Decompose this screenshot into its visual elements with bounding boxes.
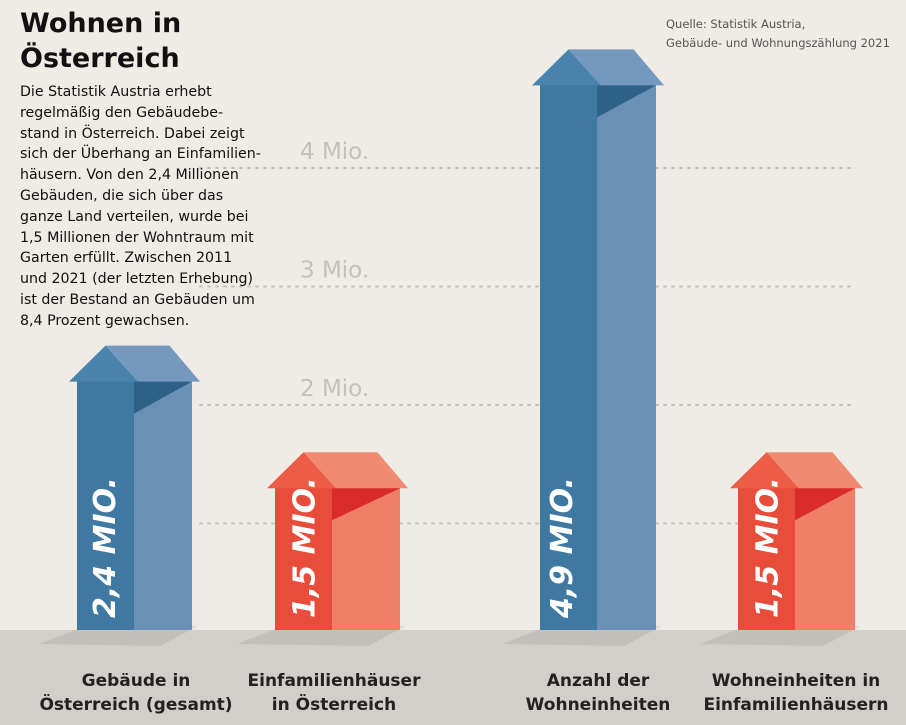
- bar-roof-side: [105, 345, 200, 382]
- bar-roof-side: [766, 452, 863, 489]
- bar-eave-shade: [597, 85, 656, 118]
- value-label: 2,4 MIO.: [88, 477, 123, 618]
- bar-roof-front: [532, 49, 601, 86]
- bar-roof-side: [303, 452, 408, 489]
- bar-4: 1,5 MIO.: [700, 452, 863, 646]
- bar-front: [77, 379, 134, 630]
- value-label: 1,5 MIO.: [751, 477, 786, 618]
- bar-side: [134, 379, 192, 630]
- bar-front: [275, 486, 332, 630]
- bar-eave-shade: [134, 381, 192, 414]
- y-tick-label: 4 Mio.: [300, 139, 369, 165]
- y-tick-label: 2 Mio.: [300, 376, 369, 402]
- bar-roof-side: [568, 49, 664, 86]
- bar-side: [597, 83, 656, 631]
- bar-front: [540, 83, 597, 631]
- source-note: Quelle: Statistik Austria, Gebäude- und …: [666, 17, 890, 50]
- bar-eave-shade: [795, 488, 855, 521]
- bar-roof-front: [267, 452, 336, 489]
- bar-shadow: [700, 626, 861, 646]
- bar-shadow: [39, 626, 198, 646]
- category-label: Gebäude in Österreich (gesamt): [39, 671, 232, 715]
- category-label: Einfamilienhäuser in Österreich: [248, 671, 422, 715]
- bar-eave-shade: [332, 488, 400, 521]
- ground-band: [0, 630, 906, 725]
- bar-roof-front: [69, 345, 138, 382]
- bar-3: 4,9 MIO.: [502, 49, 664, 646]
- bar-shadow: [502, 626, 662, 646]
- bar-1: 2,4 MIO.: [39, 345, 200, 646]
- category-label: Anzahl der Wohneinheiten: [526, 671, 671, 715]
- y-tick-label: 3 Mio.: [300, 258, 369, 284]
- title-text: Wohnen in Österreich: [20, 8, 182, 74]
- bar-front: [738, 486, 795, 630]
- bar-roof-front: [730, 452, 799, 489]
- value-label: 1,5 MIO.: [288, 477, 323, 618]
- page-title: Wohnen in Österreich: [20, 6, 181, 76]
- intro-paragraph: Die Statistik Austria erhebt regelmäßig …: [20, 84, 261, 329]
- bar-2: 1,5 MIO.: [237, 452, 408, 646]
- bar-shadow: [237, 626, 406, 646]
- value-label: 4,9 MIO.: [545, 477, 580, 619]
- category-label: Wohneinheiten in Einfamilienhäusern: [703, 671, 888, 715]
